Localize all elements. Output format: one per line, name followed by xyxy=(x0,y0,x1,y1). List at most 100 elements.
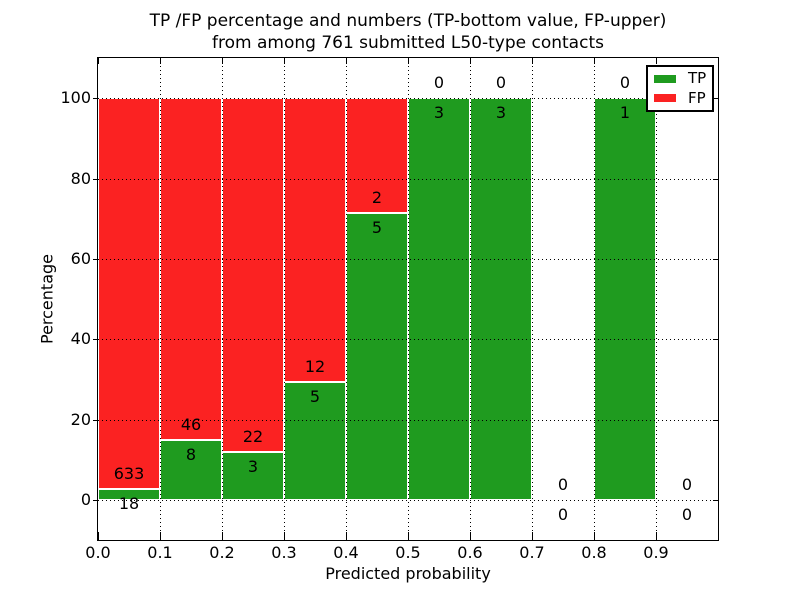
y-gridline xyxy=(98,419,718,421)
tp-count-label: 3 xyxy=(495,103,507,123)
tp-bar-segment xyxy=(346,212,408,500)
y-gridline xyxy=(98,98,718,100)
chart-title-line1: TP /FP percentage and numbers (TP-bottom… xyxy=(149,11,667,31)
fp-count-label: 0 xyxy=(495,73,507,93)
x-tick xyxy=(594,532,595,540)
fp-count-label: 12 xyxy=(304,356,326,376)
y-tick xyxy=(93,98,98,100)
tp-bar-segment xyxy=(594,98,656,500)
x-gridline xyxy=(656,58,657,540)
x-tick-top xyxy=(594,58,595,64)
y-axis-label: Percentage xyxy=(37,253,57,345)
x-tick xyxy=(284,532,285,540)
tp-count-label: 18 xyxy=(118,493,140,513)
y-gridline xyxy=(98,339,718,341)
y-tick-label: 0 xyxy=(80,489,91,509)
x-tick-top xyxy=(470,58,471,64)
x-tick-label: 0.2 xyxy=(209,543,235,562)
x-tick-top xyxy=(222,58,223,64)
tp-bar-segment xyxy=(222,451,284,500)
y-tick-right xyxy=(713,98,718,100)
tp-count-label: 5 xyxy=(371,217,383,237)
fp-bar-segment xyxy=(222,98,284,452)
fp-count-label: 0 xyxy=(681,474,693,494)
y-tick-label: 20 xyxy=(70,409,91,429)
fp-legend-label: FP xyxy=(688,88,706,107)
tp-count-label: 8 xyxy=(185,445,197,465)
tp-count-label: 3 xyxy=(433,103,445,123)
x-tick-label: 0.1 xyxy=(147,543,173,562)
x-tick xyxy=(346,532,347,540)
x-gridline xyxy=(408,58,409,540)
y-tick-right xyxy=(713,258,718,260)
tp-count-label: 0 xyxy=(557,504,569,524)
y-tick-label: 80 xyxy=(70,168,91,188)
y-tick-right xyxy=(713,419,718,421)
x-tick-label: 0.0 xyxy=(85,543,111,562)
x-gridline xyxy=(594,58,595,540)
y-tick-right xyxy=(713,339,718,341)
x-axis-label: Predicted probability xyxy=(325,564,491,583)
fp-legend-swatch-icon xyxy=(654,94,676,103)
x-gridline xyxy=(470,58,471,540)
fp-bar-segment xyxy=(98,98,160,489)
chart-title: TP /FP percentage and numbers (TP-bottom… xyxy=(97,10,719,54)
fp-count-label: 0 xyxy=(557,474,569,494)
tp-legend-label: TP xyxy=(688,69,707,88)
x-tick-top xyxy=(656,58,657,64)
fp-bar-segment xyxy=(284,98,346,382)
fp-count-label: 46 xyxy=(180,415,202,435)
tp-bar-segment xyxy=(98,488,160,500)
x-tick-top xyxy=(284,58,285,64)
tp-count-label: 3 xyxy=(247,456,259,476)
x-tick-label: 0.5 xyxy=(395,543,421,562)
x-gridline xyxy=(160,58,161,540)
fp-bar-segment xyxy=(160,98,222,441)
tp-legend-swatch-icon xyxy=(654,74,676,83)
tp-bar-segment xyxy=(408,98,470,500)
tp-count-label: 1 xyxy=(619,103,631,123)
legend: TP FP xyxy=(646,65,714,112)
y-tick-label: 60 xyxy=(70,248,91,268)
fp-count-label: 2 xyxy=(371,187,383,207)
chart-title-line2: from among 761 submitted L50-type contac… xyxy=(212,33,604,53)
x-tick-label: 0.3 xyxy=(271,543,297,562)
x-tick xyxy=(656,532,657,540)
x-gridline xyxy=(532,58,533,540)
fp-count-label: 22 xyxy=(242,426,264,446)
y-gridline xyxy=(98,178,718,180)
fp-count-label: 0 xyxy=(619,73,631,93)
x-tick-label: 0.6 xyxy=(457,543,483,562)
tp-bar-segment xyxy=(284,381,346,500)
x-tick-top xyxy=(346,58,347,64)
y-tick xyxy=(93,178,98,180)
x-tick-top xyxy=(98,58,99,64)
tp-bar-segment xyxy=(160,440,222,500)
tp-bar-segment xyxy=(470,98,532,500)
y-tick xyxy=(93,339,98,341)
x-tick xyxy=(532,532,533,540)
x-tick xyxy=(222,532,223,540)
plot-area: 0.0 0.1 0.2 0.3 0.4 0.5 0.6 0.7 0.8 0.9 0 20 40 60 80 1… xyxy=(60,57,719,562)
x-tick xyxy=(470,532,471,540)
fp-count-label: 0 xyxy=(433,73,445,93)
tp-count-label: 5 xyxy=(309,386,321,406)
x-tick-label: 0.4 xyxy=(333,543,359,562)
x-tick-top xyxy=(408,58,409,64)
x-gridline xyxy=(346,58,347,540)
x-tick-top xyxy=(532,58,533,64)
x-tick-label: 0.9 xyxy=(643,543,669,562)
y-tick-right xyxy=(713,499,718,501)
legend-item-fp: FP xyxy=(648,88,712,107)
x-gridline xyxy=(222,58,223,540)
fp-count-label: 633 xyxy=(113,463,145,483)
y-tick xyxy=(93,258,98,260)
y-tick-right xyxy=(713,178,718,180)
x-tick-label: 0.7 xyxy=(519,543,545,562)
x-tick xyxy=(408,532,409,540)
x-tick-label: 0.8 xyxy=(581,543,607,562)
x-tick xyxy=(98,532,99,540)
tp-count-label: 0 xyxy=(681,504,693,524)
x-tick xyxy=(160,532,161,540)
